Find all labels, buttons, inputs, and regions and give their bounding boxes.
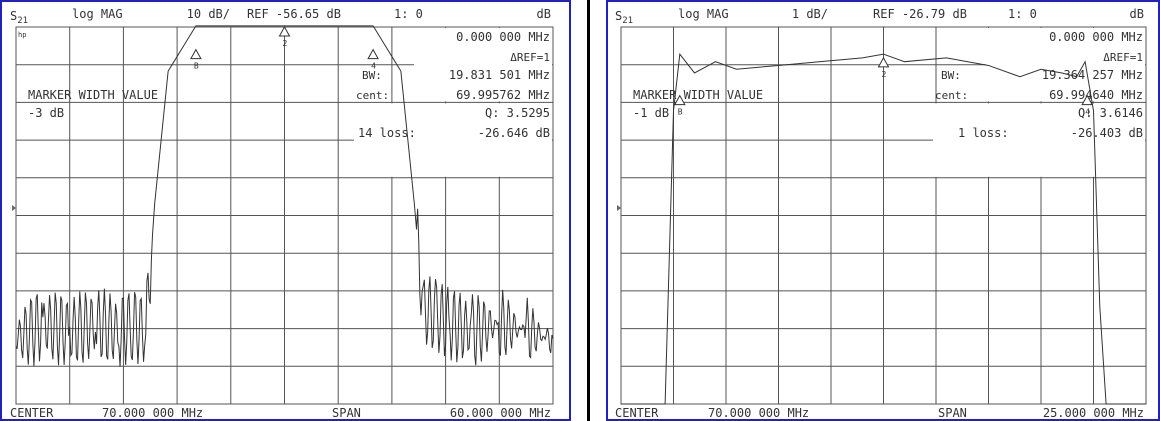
hp-tag: hp — [18, 31, 26, 39]
readout-bw-label: BW: — [941, 69, 961, 82]
header-channel: 1: 0 — [1008, 7, 1037, 21]
marker-width-value: -1 dB — [633, 106, 669, 120]
analyzer-panel-right: S21 log MAG 1 dB/REF -26.79 dB 1: 0 dB 0.000 … — [606, 0, 1160, 421]
marker-width-title: MARKER WIDTH VALUE — [28, 88, 158, 102]
marker-B: B — [673, 94, 686, 117]
header-ref: REF -26.79 dB — [873, 7, 967, 21]
readout-frequency: 0.000 000 MHz — [1049, 30, 1143, 44]
readout-bg-bottom — [354, 103, 552, 177]
reference-position-tick — [12, 204, 16, 211]
marker-2: 2 — [877, 56, 890, 79]
header-scale: 1 dB/ — [792, 7, 828, 21]
header-scale: 10 dB/ — [187, 7, 230, 21]
readout-loss-label: 14 loss: — [358, 126, 416, 140]
footer-span-value: 60.000 000 MHz — [450, 406, 551, 419]
marker-4: 4 — [367, 48, 379, 71]
header-param-subscript: 21 — [622, 16, 633, 26]
marker-width-title: MARKER WIDTH VALUE — [633, 88, 763, 102]
readout-bg-top — [414, 28, 552, 102]
readout-cent-value: 69.995762 MHz — [456, 88, 550, 102]
footer-span-value: 25.000 000 MHz — [1043, 406, 1144, 419]
header-unit: dB — [1130, 7, 1144, 21]
trace-s21 — [15, 25, 554, 367]
readout-loss-value: -26.403 dB — [1071, 126, 1143, 140]
header-param: S21 — [10, 9, 28, 26]
reference-position-tick — [617, 204, 621, 211]
header-format: log MAG — [72, 7, 123, 21]
panel-divider — [578, 0, 598, 421]
header-ref: REF -56.65 dB — [247, 7, 341, 21]
readout-bw-value: 19.831 501 MHz — [449, 68, 550, 82]
footer-span-label: SPAN — [938, 406, 967, 419]
marker-triangle — [278, 25, 291, 37]
readout-box — [354, 28, 552, 177]
footer-center-label: CENTER — [10, 406, 54, 419]
marker-label: B — [678, 108, 683, 117]
chart-left: S21 log MAG 10 dB/REF -56.65 dB 1: 0 dB 0.000… — [10, 7, 554, 419]
readout-cent-value: 69.994640 MHz — [1049, 88, 1143, 102]
marker-triangle — [673, 94, 686, 106]
marker-label: 2 — [882, 70, 887, 79]
readout-loss-label: 1 loss: — [958, 126, 1009, 140]
marker-triangle — [877, 56, 890, 68]
readout-cent-label: cent: — [935, 89, 968, 102]
header-param: S21 — [615, 9, 633, 26]
header-param-subscript: 21 — [17, 16, 28, 26]
marker-width-value: -3 dB — [28, 106, 64, 120]
chart-right: S21 log MAG 1 dB/REF -26.79 dB 1: 0 dB 0.000 … — [615, 7, 1147, 419]
readout-q: Q: 3.5295 — [485, 106, 550, 120]
readout-bw-value: 19.364 257 MHz — [1042, 68, 1143, 82]
marker-triangle — [190, 48, 202, 60]
readout-delta-ref: ΔREF=1 — [1103, 51, 1143, 64]
footer-center-value: 70.000 000 MHz — [708, 406, 809, 419]
analyzer-panel-left: S21 log MAG 10 dB/REF -56.65 dB 1: 0 dB 0.000… — [0, 0, 571, 421]
readout-box — [933, 28, 1145, 177]
trace-s21 — [621, 52, 1146, 405]
marker-B: B — [190, 48, 202, 71]
marker-label: B — [194, 62, 199, 71]
marker-label: 2 — [283, 39, 288, 48]
marker-triangle — [367, 48, 379, 60]
marker-label: 4 — [371, 62, 376, 71]
readout-frequency: 0.000 000 MHz — [456, 30, 550, 44]
readout-delta-ref: ΔREF=1 — [510, 51, 550, 64]
footer-span-label: SPAN — [332, 406, 361, 419]
readout-q: Q: 3.6146 — [1078, 106, 1143, 120]
footer-center-label: CENTER — [615, 406, 659, 419]
readout-bg-top — [986, 28, 1145, 102]
footer-center-value: 70.000 000 MHz — [102, 406, 203, 419]
readout-cent-label: cent: — [356, 89, 389, 102]
marker-4: 4 — [1081, 94, 1094, 117]
marker-triangle — [1081, 94, 1094, 106]
marker-2: 2 — [278, 25, 291, 48]
marker-label: 4 — [1085, 108, 1090, 117]
header-format: log MAG — [678, 7, 729, 21]
readout-bw-label: BW: — [362, 69, 382, 82]
readout-loss-value: -26.646 dB — [478, 126, 550, 140]
header-unit: dB — [537, 7, 551, 21]
header-channel: 1: 0 — [394, 7, 423, 21]
readout-bg-bottom — [933, 103, 1145, 177]
